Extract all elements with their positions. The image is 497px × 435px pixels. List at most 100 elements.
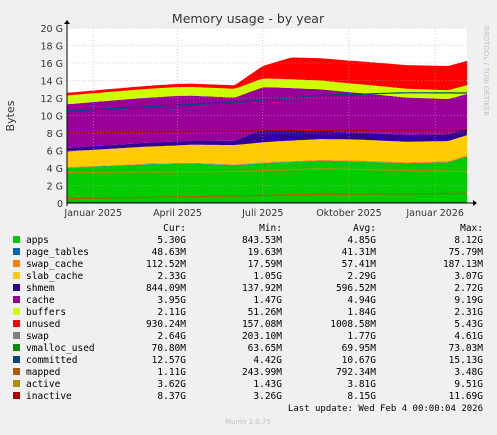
x-tick-label: Januar 2025 bbox=[63, 208, 122, 219]
legend-cur-unused: 930.24M bbox=[146, 319, 186, 330]
legend-avg-vmalloc_used: 69.95M bbox=[342, 343, 377, 354]
legend-avg-unused: 1008.58M bbox=[330, 319, 376, 330]
legend-min-inactive: 3.26G bbox=[253, 391, 282, 402]
legend-name-page_tables: page_tables bbox=[26, 247, 89, 258]
legend-min-unused: 157.08M bbox=[242, 319, 282, 330]
legend-avg-committed: 10.67G bbox=[342, 355, 377, 366]
legend-cur-shmem: 844.09M bbox=[146, 283, 186, 294]
legend-max-vmalloc_used: 73.03M bbox=[449, 343, 484, 354]
legend-name-slab_cache: slab_cache bbox=[26, 271, 83, 282]
legend-name-unused: unused bbox=[26, 319, 60, 330]
legend-cur-vmalloc_used: 70.80M bbox=[152, 343, 187, 354]
y-tick-label: 2 G bbox=[47, 182, 63, 193]
legend-max-page_tables: 75.79M bbox=[449, 247, 484, 258]
y-tick-label: 18 G bbox=[41, 42, 63, 53]
legend-min-committed: 4.42G bbox=[253, 355, 282, 366]
legend-swatch-slab_cache bbox=[13, 272, 20, 279]
legend-max-apps: 8.12G bbox=[454, 235, 483, 246]
legend-swatch-committed bbox=[13, 356, 20, 363]
legend-name-active: active bbox=[26, 379, 61, 390]
y-tick-label: 6 G bbox=[47, 147, 63, 158]
legend-max-slab_cache: 3.07G bbox=[454, 271, 483, 282]
legend: Cur: Min: Avg: Max: apps 5.30G 843.53M 4.85G 8.1… bbox=[13, 223, 483, 402]
legend-cur-committed: 12.57G bbox=[152, 355, 187, 366]
legend-name-inactive: inactive bbox=[26, 391, 72, 402]
legend-cur-swap_cache: 112.52M bbox=[146, 259, 186, 270]
legend-cur-cache: 3.95G bbox=[157, 295, 186, 306]
line-mapped bbox=[67, 192, 467, 200]
legend-swatch-inactive bbox=[13, 392, 20, 399]
legend-avg-swap_cache: 57.41M bbox=[342, 259, 377, 270]
legend-swatch-vmalloc_used bbox=[13, 344, 20, 351]
legend-swatch-cache bbox=[13, 296, 20, 303]
legend-min-shmem: 137.92M bbox=[242, 283, 282, 294]
legend-avg-buffers: 1.84G bbox=[347, 307, 376, 318]
legend-swatch-page_tables bbox=[13, 248, 20, 255]
legend-min-buffers: 51.26M bbox=[248, 307, 283, 318]
legend-min-mapped: 243.99M bbox=[242, 367, 282, 378]
legend-max-buffers: 2.31G bbox=[454, 307, 483, 318]
grid-lines bbox=[67, 27, 467, 203]
legend-max-mapped: 3.48G bbox=[454, 367, 483, 378]
x-tick-label: Oktober 2025 bbox=[316, 208, 382, 219]
legend-max-cache: 9.19G bbox=[454, 295, 483, 306]
legend-max-committed: 15.13G bbox=[449, 355, 484, 366]
legend-name-swap: swap bbox=[26, 331, 49, 342]
legend-avg-mapped: 792.34M bbox=[336, 367, 376, 378]
legend-name-vmalloc_used: vmalloc_used bbox=[26, 343, 95, 354]
legend-cur-mapped: 1.11G bbox=[157, 367, 186, 378]
legend-cur-inactive: 8.37G bbox=[157, 391, 186, 402]
y-tick-label: 0 bbox=[57, 199, 63, 210]
area-unused bbox=[67, 57, 467, 96]
legend-cur-apps: 5.30G bbox=[157, 235, 186, 246]
legend-min-swap_cache: 17.59M bbox=[248, 259, 283, 270]
y-tick-label: 14 G bbox=[41, 77, 63, 88]
legend-avg-page_tables: 41.31M bbox=[342, 247, 377, 258]
line-inactive bbox=[67, 128, 467, 134]
munin-version-footer: Munin 2.0.75 bbox=[225, 418, 271, 426]
x-axis-arrow bbox=[473, 200, 477, 206]
legend-min-cache: 1.47G bbox=[253, 295, 282, 306]
legend-name-shmem: shmem bbox=[26, 283, 55, 294]
legend-max-unused: 5.43G bbox=[454, 319, 483, 330]
legend-swatch-mapped bbox=[13, 368, 20, 375]
chart-title: Memory usage - by year bbox=[172, 11, 325, 26]
series-lines bbox=[66, 92, 468, 203]
legend-max-shmem: 2.72G bbox=[454, 283, 483, 294]
y-tick-label: 16 G bbox=[41, 59, 63, 70]
y-tick-labels: 0 2 G 4 G 6 G 8 G 10 G 12 G 14 G 16 G 18 G 20 G bbox=[41, 24, 63, 210]
legend-avg-inactive: 8.15G bbox=[347, 391, 376, 402]
area-shmem bbox=[67, 128, 467, 152]
legend-name-apps: apps bbox=[26, 235, 49, 246]
legend-cur-page_tables: 48.63M bbox=[152, 247, 187, 258]
legend-max-inactive: 11.69G bbox=[449, 391, 484, 402]
legend-min-active: 1.43G bbox=[253, 379, 282, 390]
legend-avg-apps: 4.85G bbox=[347, 235, 376, 246]
x-tick-label: April 2025 bbox=[153, 208, 202, 219]
legend-swatch-buffers bbox=[13, 308, 20, 315]
legend-name-buffers: buffers bbox=[26, 307, 66, 318]
legend-cur-buffers: 2.11G bbox=[157, 307, 186, 318]
y-tick-label: 4 G bbox=[47, 164, 63, 175]
legend-name-committed: committed bbox=[26, 355, 77, 366]
y-tick-label: 10 G bbox=[41, 112, 63, 123]
legend-min-apps: 843.53M bbox=[242, 235, 282, 246]
legend-header: Min: bbox=[259, 223, 282, 234]
axes bbox=[64, 20, 477, 206]
legend-avg-shmem: 596.52M bbox=[336, 283, 376, 294]
legend-swatch-swap_cache bbox=[13, 260, 20, 267]
legend-header: Avg: bbox=[353, 223, 376, 234]
line-active bbox=[67, 168, 468, 173]
rrdtool-watermark: RRDTOOL / TOBI OETIKER bbox=[482, 26, 490, 116]
legend-avg-slab_cache: 2.29G bbox=[347, 271, 376, 282]
legend-max-active: 9.51G bbox=[454, 379, 483, 390]
legend-swatch-apps bbox=[13, 236, 20, 243]
y-axis-arrow bbox=[64, 20, 70, 24]
legend-min-swap: 203.10M bbox=[242, 331, 282, 342]
legend-max-swap_cache: 187.13M bbox=[443, 259, 483, 270]
legend-name-cache: cache bbox=[26, 295, 55, 306]
x-tick-label: Januar 2026 bbox=[405, 208, 464, 219]
legend-cur-slab_cache: 2.33G bbox=[157, 271, 186, 282]
